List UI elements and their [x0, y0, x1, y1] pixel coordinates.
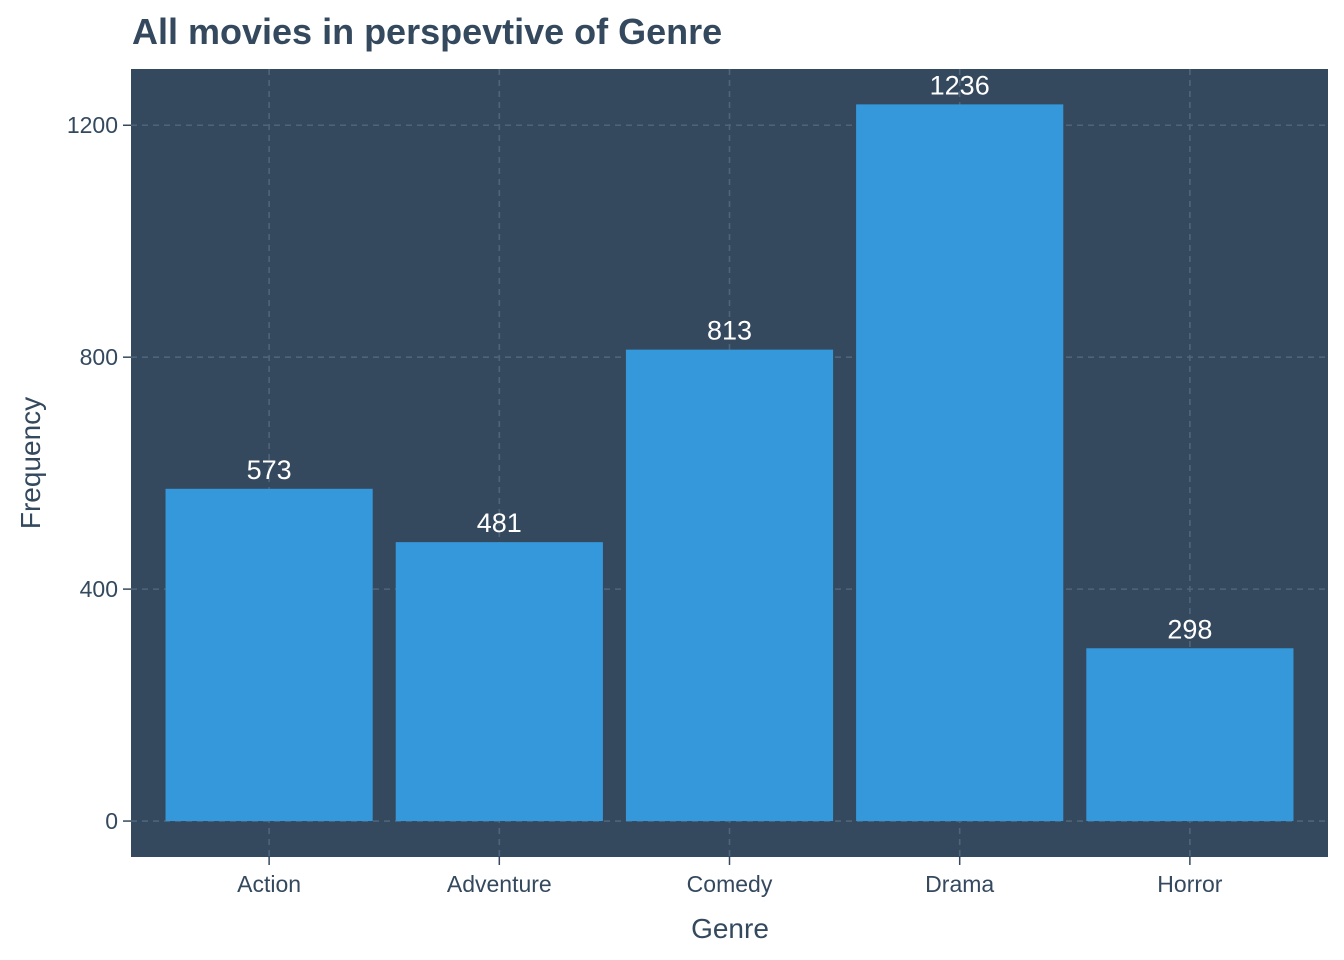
x-tick-label-adventure: Adventure — [447, 871, 552, 897]
bar-adventure — [395, 542, 603, 822]
y-tick-label: 800 — [80, 344, 118, 370]
bar-action — [165, 488, 373, 822]
data-label-comedy: 813 — [707, 316, 752, 346]
y-axis-ticks: 0 400 800 1200 — [67, 112, 131, 834]
x-axis-title: Genre — [691, 913, 769, 944]
x-tick-label-action: Action — [237, 871, 301, 897]
data-label-drama: 1236 — [930, 70, 990, 100]
x-axis-ticks: Action Adventure Comedy Drama Horror — [237, 857, 1223, 897]
y-tick-label: 1200 — [67, 112, 118, 138]
chart-title: All movies in perspevtive of Genre — [132, 11, 722, 52]
bar-horror — [1086, 648, 1294, 822]
bar-comedy — [625, 349, 834, 822]
data-label-horror: 298 — [1167, 614, 1212, 644]
data-label-adventure: 481 — [477, 508, 522, 538]
bar-drama — [856, 104, 1064, 822]
data-label-action: 573 — [247, 455, 292, 485]
x-tick-label-drama: Drama — [925, 871, 994, 897]
y-axis-title: Frequency — [15, 397, 46, 529]
x-tick-label-comedy: Comedy — [687, 871, 773, 897]
bars — [165, 104, 1294, 822]
y-tick-label: 400 — [80, 576, 118, 602]
x-tick-label-horror: Horror — [1157, 871, 1223, 897]
y-tick-label: 0 — [105, 808, 118, 834]
data-labels: 573 481 813 1236 298 — [247, 70, 1213, 644]
